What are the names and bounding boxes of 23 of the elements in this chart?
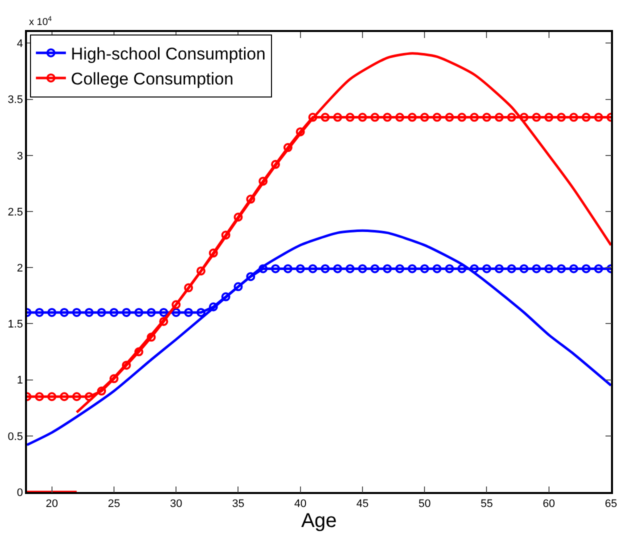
- x-tick-label: 40: [294, 498, 306, 510]
- x-tick-label: 65: [604, 498, 618, 510]
- y-tick-label: 1: [16, 374, 24, 387]
- y-tick-label: 0: [16, 486, 24, 499]
- y-tick-label: 4: [16, 38, 24, 50]
- y-tick-label: 0.5: [8, 430, 24, 443]
- y-tick-label: 3: [16, 150, 24, 162]
- x-tick-label: 45: [356, 498, 369, 510]
- x-tick-label: 25: [108, 498, 120, 510]
- x-tick-label: 50: [418, 498, 431, 510]
- y-tick-label: 2.5: [8, 206, 24, 218]
- x-axis-title: Age: [301, 510, 337, 532]
- x-tick-label: 20: [46, 498, 58, 510]
- x-tick-label: 30: [170, 498, 182, 510]
- legend-label: College Consumption: [70, 70, 234, 89]
- x-tick-label: 55: [480, 498, 493, 510]
- y-tick-label: 2: [16, 262, 24, 274]
- legend-label: High-school Consumption: [70, 44, 266, 64]
- x-tick-label: 60: [542, 498, 555, 510]
- x-tick-label: 35: [232, 498, 244, 510]
- y-tick-label: 3.5: [8, 94, 24, 106]
- y-tick-label: 1.5: [8, 318, 24, 331]
- text: x 10$^{4}$: [29, 16, 52, 28]
